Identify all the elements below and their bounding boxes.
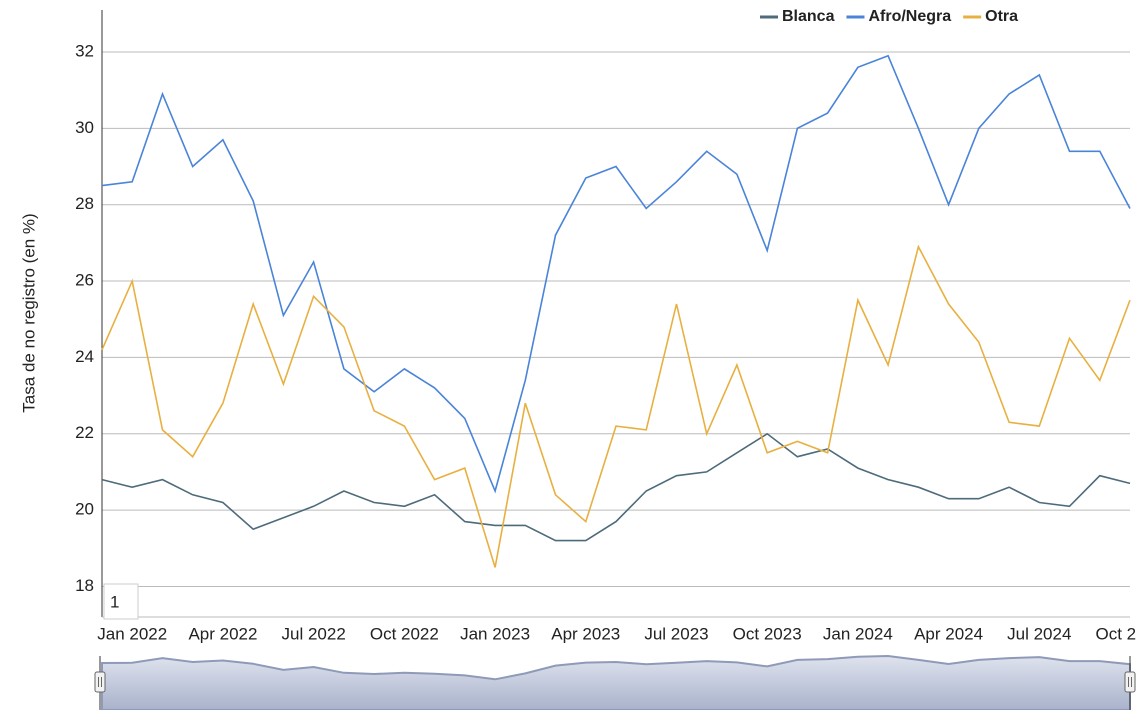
x-tick-label: Oct 2023 [733,624,802,643]
x-tick-label: Jan 2022 [97,624,167,643]
x-tick-label: Apr 2022 [188,624,257,643]
navigator-handle [94,671,106,693]
x-tick-label: Jan 2023 [460,624,530,643]
legend-label: Blanca [782,8,835,25]
legend: Blanca Afro/Negra Otra [760,8,1018,25]
x-tick-label: Oct 2024 [1096,624,1136,643]
legend-label: Otra [985,8,1018,25]
x-tick-label: Jul 2023 [644,624,708,643]
x-tick-label: Apr 2024 [914,624,983,643]
series-line [101,432,1131,542]
y-tick-label: 28 [75,194,94,213]
y-tick-label: 22 [75,423,94,442]
y-tick-label: 26 [75,271,94,290]
y-tick-label: 30 [75,118,94,137]
y-tick-label: 20 [75,500,94,519]
x-tick-label: Jul 2022 [282,624,346,643]
series-line [101,54,1131,494]
y-tick-label: 32 [75,41,94,60]
y-tick-label: 18 [75,576,94,595]
zoom-box-text: 1 [110,592,119,611]
x-tick-label: Jul 2024 [1007,624,1071,643]
x-tick-label: Apr 2023 [551,624,620,643]
navigator-handle [1124,671,1136,693]
x-tick-label: Oct 2022 [370,624,439,643]
navigator-area [101,654,1131,710]
y-axis-label: Tasa de no registro (en %) [19,213,38,412]
legend-label: Afro/Negra [868,8,951,25]
series-line [101,244,1131,568]
zoom-box [103,583,139,620]
y-tick-label: 24 [75,347,94,366]
x-tick-label: Jan 2024 [823,624,893,643]
